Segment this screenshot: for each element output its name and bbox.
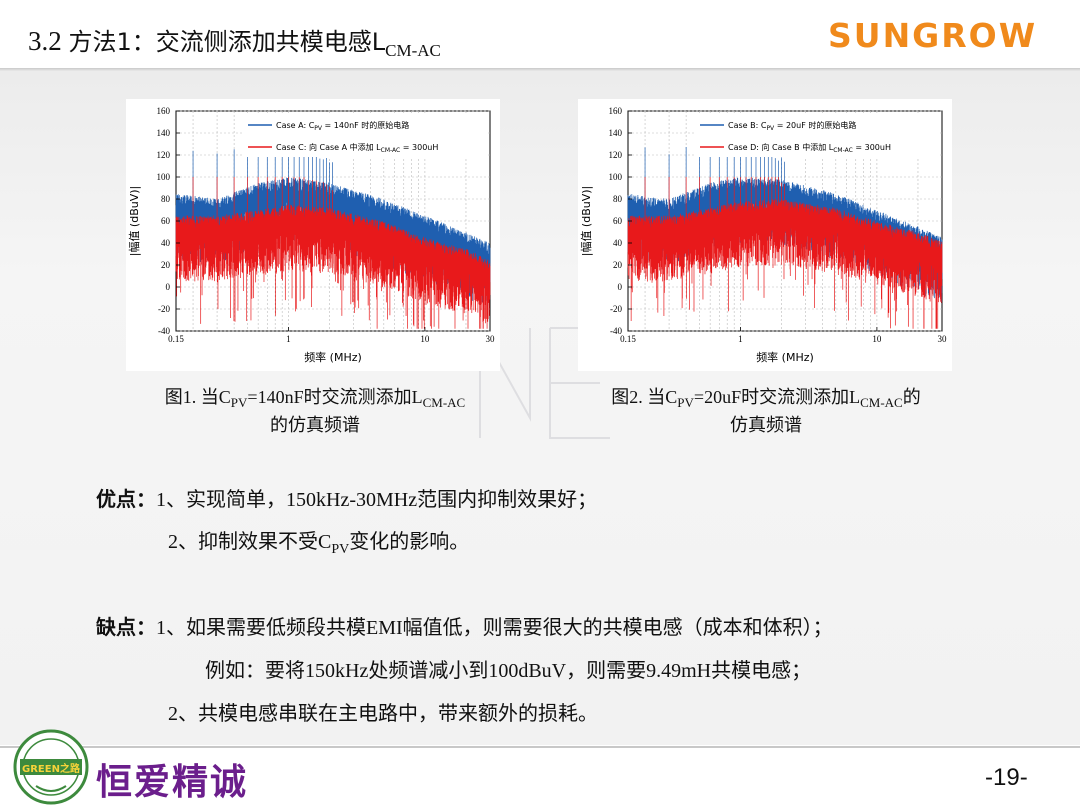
disadvantage-text: 1、如果需要低频段共模EMI幅值低，则需要很大的共模电感（成本和体积）； bbox=[156, 617, 833, 639]
y-tick-label: -40 bbox=[158, 326, 170, 336]
y-tick-label: 40 bbox=[613, 238, 623, 248]
y-tick-label: 60 bbox=[161, 216, 171, 226]
y-axis-label: |幅值 (dBuV)| bbox=[580, 186, 593, 257]
y-tick-label: 0 bbox=[166, 282, 171, 292]
series-red-line bbox=[175, 177, 491, 329]
y-tick-label: 160 bbox=[157, 106, 171, 116]
slide-title: 3.2 方法1：交流侧添加共模电感LCM-AC bbox=[28, 22, 441, 61]
y-tick-label: 40 bbox=[161, 238, 171, 248]
caption-text: 仿真频谱 bbox=[730, 415, 802, 435]
disadvantage-2: 2、共模电感串联在主电路中，带来额外的损耗。 bbox=[168, 697, 598, 726]
sungrow-logo: SUNGROW bbox=[828, 16, 1038, 55]
y-tick-label: -40 bbox=[610, 326, 622, 336]
x-axis-label: 频率 (MHz) bbox=[304, 350, 362, 364]
chart-svg: 160 140 120 100 80 60 40 20 0 -20 -400.15 1 10 30 频率 (… bbox=[580, 106, 948, 364]
disadvantage-example: 例如：要将150kHz处频谱减小到100dBuV，则需要9.49mH共模电感； bbox=[205, 654, 811, 683]
slogan: 恒爱精诚 bbox=[96, 761, 249, 803]
legend-entry: Case C: 向 Case A 中添加 LCM-AC = 300uH bbox=[276, 142, 438, 154]
legend-entry: Case D: 向 Case B 中添加 LCM-AC = 300uH bbox=[728, 142, 891, 154]
y-tick-label: 160 bbox=[609, 106, 623, 116]
y-tick-label: -20 bbox=[158, 304, 170, 314]
x-tick-label: 0.15 bbox=[168, 334, 184, 344]
y-tick-label: 20 bbox=[613, 260, 623, 270]
university-seal-icon: GREEN之路 bbox=[13, 729, 89, 805]
slide-header: 3.2 方法1：交流侧添加共模电感LCM-AC SUNGROW bbox=[0, 0, 1080, 68]
caption-sub: CM-AC bbox=[860, 395, 903, 410]
y-tick-label: 120 bbox=[157, 150, 171, 160]
series-red-line bbox=[627, 177, 943, 329]
caption-text: =20uF时交流测添加L bbox=[693, 387, 861, 407]
title-text: 方法1：交流侧添加共模电感L bbox=[68, 28, 386, 56]
x-tick-label: 1 bbox=[286, 334, 291, 344]
y-tick-label: 60 bbox=[613, 216, 623, 226]
disadvantage-text: 例如：要将150kHz处频谱减小到100dBuV，则需要9.49mH共模电感； bbox=[205, 660, 812, 682]
x-tick-label: 0.15 bbox=[620, 334, 636, 344]
legend-entry: Case B: CPV = 20uF 时的原始电路 bbox=[728, 120, 856, 132]
spectrum-chart-1: 160 140 120 100 80 60 40 20 0 -20 -40 0.15 1 10 30 频率 (… bbox=[126, 99, 500, 371]
caption-text: 的 bbox=[902, 387, 921, 407]
title-subscript: CM-AC bbox=[385, 41, 441, 60]
advantage-1: 优点：1、实现简单，150kHz-30MHz范围内抑制效果好； bbox=[96, 483, 597, 512]
y-axis-label: |幅值 (dBuV)| bbox=[128, 186, 141, 257]
disadvantage-label: 缺点： bbox=[96, 617, 156, 639]
y-tick-label: 100 bbox=[157, 172, 171, 182]
legend-box bbox=[696, 115, 940, 157]
slide-footer bbox=[0, 748, 1080, 810]
y-tick-label: 80 bbox=[613, 194, 623, 204]
y-tick-label: -20 bbox=[610, 304, 622, 314]
x-tick-label: 10 bbox=[872, 334, 882, 344]
seal-text: GREEN之路 bbox=[22, 762, 81, 775]
header-divider bbox=[0, 68, 1080, 71]
y-tick-label: 80 bbox=[161, 194, 171, 204]
y-tick-label: 140 bbox=[157, 128, 171, 138]
caption-text: 图2. 当C bbox=[611, 387, 678, 407]
advantage-text: 2、抑制效果不受C bbox=[168, 531, 332, 553]
footer-divider bbox=[0, 746, 1080, 748]
page-number: -19- bbox=[985, 764, 1028, 791]
legend-box bbox=[244, 115, 488, 157]
figure-1-caption: 图1. 当CPV=140nF时交流测添加LCM-AC 的仿真频谱 bbox=[140, 386, 490, 436]
disadvantage-text: 2、共模电感串联在主电路中，带来额外的损耗。 bbox=[168, 703, 598, 725]
caption-text: =140nF时交流测添加L bbox=[247, 387, 423, 407]
caption-sub: PV bbox=[230, 395, 248, 410]
x-tick-label: 30 bbox=[938, 334, 948, 344]
chart-svg: 160 140 120 100 80 60 40 20 0 -20 -400.15 1 10 30 频率 (… bbox=[128, 106, 496, 364]
x-tick-label: 30 bbox=[486, 334, 496, 344]
x-tick-label: 1 bbox=[738, 334, 743, 344]
x-axis-label: 频率 (MHz) bbox=[756, 350, 814, 364]
advantage-text: 1、实现简单，150kHz-30MHz范围内抑制效果好； bbox=[156, 489, 598, 511]
advantage-text: 变化的影响。 bbox=[349, 531, 470, 553]
figure-2-caption: 图2. 当CPV=20uF时交流测添加LCM-AC的 仿真频谱 bbox=[578, 386, 954, 436]
advantage-sub: PV bbox=[331, 542, 350, 557]
y-tick-label: 100 bbox=[609, 172, 623, 182]
disadvantage-1: 缺点：1、如果需要低频段共模EMI幅值低，则需要很大的共模电感（成本和体积）； bbox=[96, 611, 833, 640]
y-tick-label: 20 bbox=[161, 260, 171, 270]
y-tick-label: 120 bbox=[609, 150, 623, 160]
title-number: 3.2 bbox=[28, 26, 69, 56]
x-tick-label: 10 bbox=[420, 334, 430, 344]
caption-sub: CM-AC bbox=[422, 395, 466, 410]
caption-text: 的仿真频谱 bbox=[270, 415, 360, 435]
caption-sub: PV bbox=[677, 395, 694, 410]
caption-text: 图1. 当C bbox=[164, 387, 231, 407]
spectrum-chart-2: 160 140 120 100 80 60 40 20 0 -20 -40 0.15 1 10 30 频率 (… bbox=[578, 99, 952, 371]
legend-entry: Case A: CPV = 140nF 时的原始电路 bbox=[276, 120, 409, 132]
y-tick-label: 0 bbox=[618, 282, 623, 292]
y-tick-label: 140 bbox=[609, 128, 623, 138]
advantage-label: 优点： bbox=[96, 489, 156, 511]
advantage-2: 2、抑制效果不受CPV变化的影响。 bbox=[168, 525, 469, 558]
